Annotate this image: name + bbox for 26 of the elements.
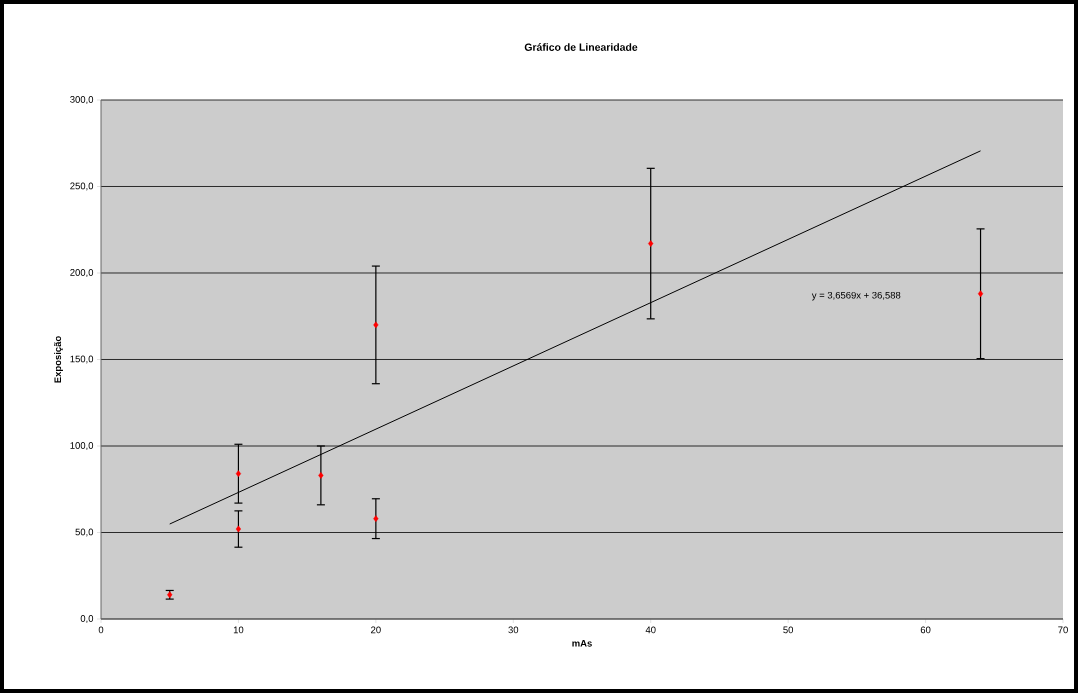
x-tick-label: 40 [645,626,656,634]
y-tick-label: 50,0 [75,528,94,537]
y-tick-label: 150,0 [70,355,94,364]
x-tick-label: 70 [1058,626,1068,634]
y-tick-label: 200,0 [70,269,94,277]
x-tick-label: 20 [371,626,381,634]
point [648,240,654,247]
y-tick-label: 100,0 [70,442,94,450]
annotation: y = 3,6569x + 36,588 [811,291,901,301]
y-tick-label: 0,0 [80,615,94,623]
y-tick-label: 300,0 [70,96,94,104]
point [373,321,379,329]
x-tick-label: 50 [783,626,794,634]
x-axis-title: mAs [572,640,592,647]
chart-title: Gráfico de Linearidade [524,43,638,51]
x-tick-label: 10 [233,626,244,634]
point [235,525,242,533]
point [318,472,324,479]
x-tick-label: 60 [920,626,931,634]
point [373,515,379,523]
y-axis-title: Exposição [54,336,63,383]
point [235,470,242,478]
x-tick-label: 0 [98,626,104,634]
x-tick-label: 30 [508,626,519,634]
point [977,290,984,298]
y-tick-label: 250,0 [70,182,94,191]
